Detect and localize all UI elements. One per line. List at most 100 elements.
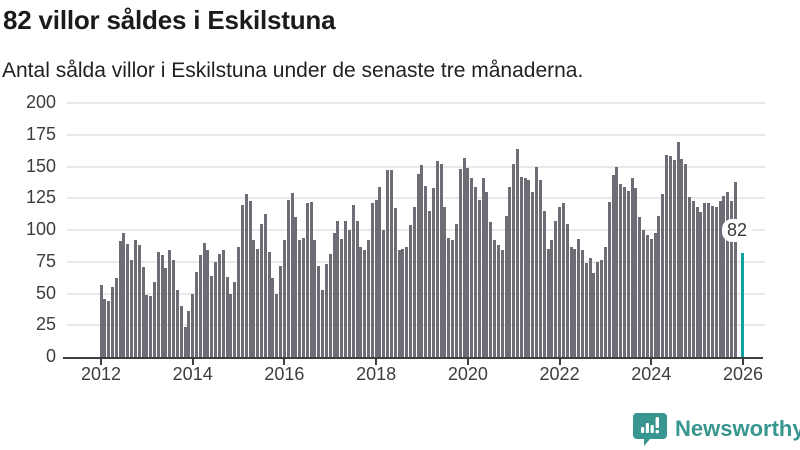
bar [378,186,382,357]
bar [233,282,237,357]
bar [558,207,562,357]
bar [382,230,386,357]
bar [676,142,680,357]
gridline [67,165,765,168]
bar [240,204,244,357]
bar [550,240,554,357]
bar [286,199,290,357]
bar [363,250,367,357]
bar [195,271,199,357]
y-tick-label: 150 [25,155,56,176]
bar [630,177,634,357]
x-tick [650,359,653,365]
bar [344,221,348,357]
bar [210,275,214,357]
bar-chart-speech-bubble-icon [633,413,667,446]
bar [703,203,707,357]
bar [256,249,260,357]
bar [282,240,286,357]
bar [638,217,642,357]
bar [191,293,195,357]
bar [393,208,397,357]
bar [122,232,126,357]
bar [317,265,321,357]
bar [187,311,191,357]
bar [565,223,569,357]
bar [152,282,156,357]
bar [668,156,672,357]
x-tick-label: 2026 [722,364,763,384]
bar [573,249,577,357]
bar [179,306,183,357]
bar [466,167,470,357]
bar [542,210,546,357]
bar [603,246,607,357]
bar [607,202,611,357]
bar [653,232,657,357]
bar [672,160,676,357]
bar [336,221,340,357]
bar [275,293,279,357]
bar [126,243,130,357]
gridline [67,292,765,295]
bar [424,185,428,357]
y-tick-label: 75 [35,250,56,271]
x-tick-label: 2018 [356,364,397,384]
bar [657,216,661,357]
bar [160,255,164,357]
y-tick-label: 50 [35,282,56,303]
bar [531,191,535,357]
bar [730,200,734,357]
gridline [67,229,765,231]
bar [405,246,409,357]
bar [485,191,489,357]
bar [290,193,294,357]
bar [439,163,443,357]
bar [359,246,363,357]
bar [305,203,309,357]
bar [451,240,455,357]
bar [168,250,172,357]
bar [328,254,332,357]
y-tick-label: 175 [25,123,56,144]
bar [416,174,420,357]
y-tick-label: 125 [25,187,56,208]
bar [370,203,374,357]
bar [221,250,225,357]
bar [699,212,703,357]
bar [477,199,481,357]
x-tick-label: 2012 [80,364,122,384]
bar [447,237,451,357]
bar [313,240,317,357]
bar [302,237,306,357]
bar [481,177,485,357]
x-tick [375,359,378,365]
bar [309,202,313,357]
bar [508,186,512,357]
bar [206,250,210,357]
bar [175,289,179,357]
bar [733,181,737,357]
bar [110,287,114,357]
chart-subtitle: Antal sålda villor i Eskilstuna under de… [2,59,584,82]
x-tick [100,359,102,365]
bar [428,210,432,357]
bar [164,268,168,357]
x-axis-line [63,357,763,359]
bar [252,240,256,357]
bar [665,155,669,357]
bar [435,161,439,357]
bar [680,158,684,357]
bar [183,326,187,357]
bar [156,251,160,357]
bar [355,221,359,357]
bar [149,296,153,357]
bar [133,240,137,357]
bar [718,200,722,357]
gridline [67,102,765,104]
highlight-value-label: 82 [722,219,753,242]
bar [259,223,263,357]
x-tick [191,359,194,365]
bar [248,200,252,357]
